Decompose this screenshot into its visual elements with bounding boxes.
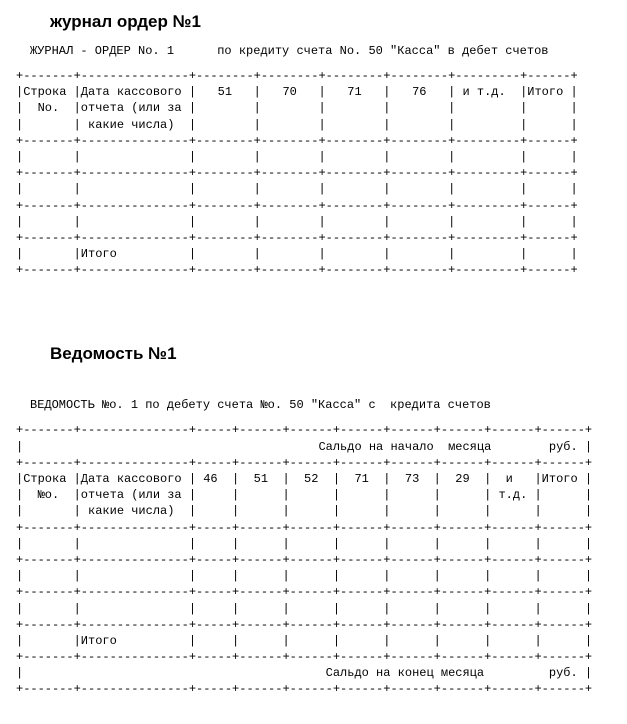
section1-subtitle: ЖУРНАЛ - ОРДЕР No. 1 по кредиту счета No… xyxy=(30,44,619,58)
section-gap xyxy=(8,284,619,344)
spacer xyxy=(8,376,619,398)
section1-title: журнал ордер №1 xyxy=(50,12,619,32)
section2-table: +-------+---------------+-----+------+--… xyxy=(16,422,619,697)
section1-table: +-------+---------------+--------+------… xyxy=(16,68,619,278)
page: журнал ордер №1 ЖУРНАЛ - ОРДЕР No. 1 по … xyxy=(0,0,627,724)
section2-title: Ведомость №1 xyxy=(50,344,619,364)
section2-subtitle: ВЕДОМОСТЬ №о. 1 по дебету счета №о. 50 "… xyxy=(30,398,619,412)
